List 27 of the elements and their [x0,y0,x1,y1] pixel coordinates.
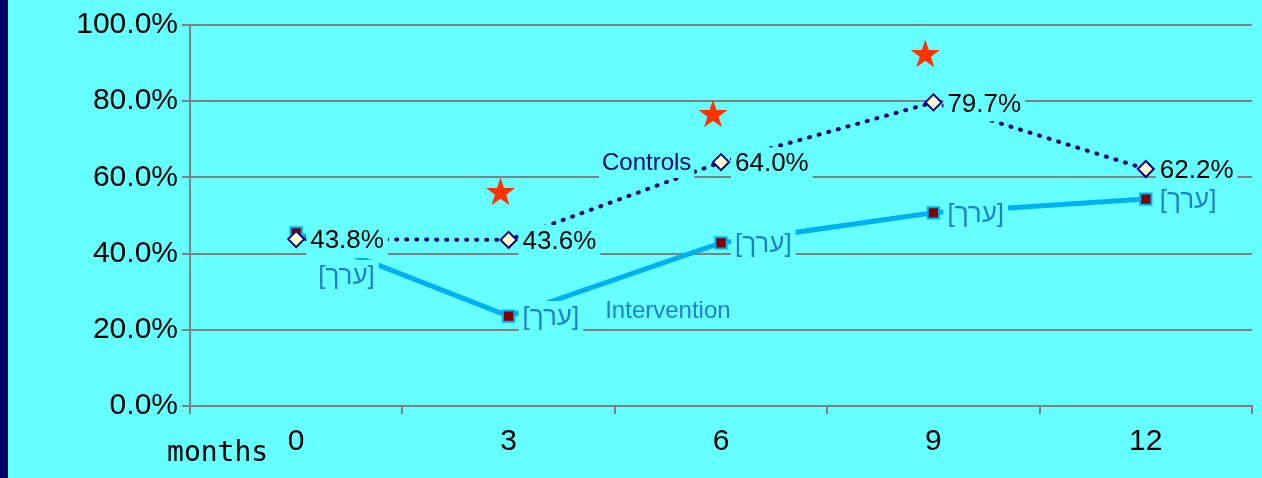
data-label: [ערך] [1159,184,1217,215]
y-tick-label: 40.0% [92,234,178,268]
y-tick-label: 80.0% [92,82,178,116]
y-tick-label: 0.0% [109,387,178,421]
y-tick-label: 20.0% [92,311,178,345]
series-label: Intervention [605,296,731,324]
data-label: 79.7% [947,87,1022,118]
x-axis-title: months [167,435,269,469]
data-label: [ערך] [318,260,375,291]
data-label: [ערך] [947,198,1005,228]
x-tick-label: 12 [1129,423,1163,457]
data-label: [ערך] [735,228,792,259]
series-label: Controls [601,147,692,175]
data-label: 43.6% [522,225,597,256]
x-tick-label: 0 [287,423,305,457]
data-label: 43.8% [310,224,384,255]
annotation: ★ [908,32,943,77]
data-label: 62.2% [1159,154,1234,185]
x-tick-label: 9 [925,423,942,457]
y-tick-label: 60.0% [92,158,178,192]
x-tick-label: 6 [712,423,730,457]
y-tick-label: 100.0% [76,6,178,40]
data-label: [ערך] [522,301,580,332]
data-label: 64.0% [735,147,809,178]
annotation: ★ [483,169,518,214]
annotation: ★ [695,92,731,137]
x-tick-label: 3 [500,423,517,457]
